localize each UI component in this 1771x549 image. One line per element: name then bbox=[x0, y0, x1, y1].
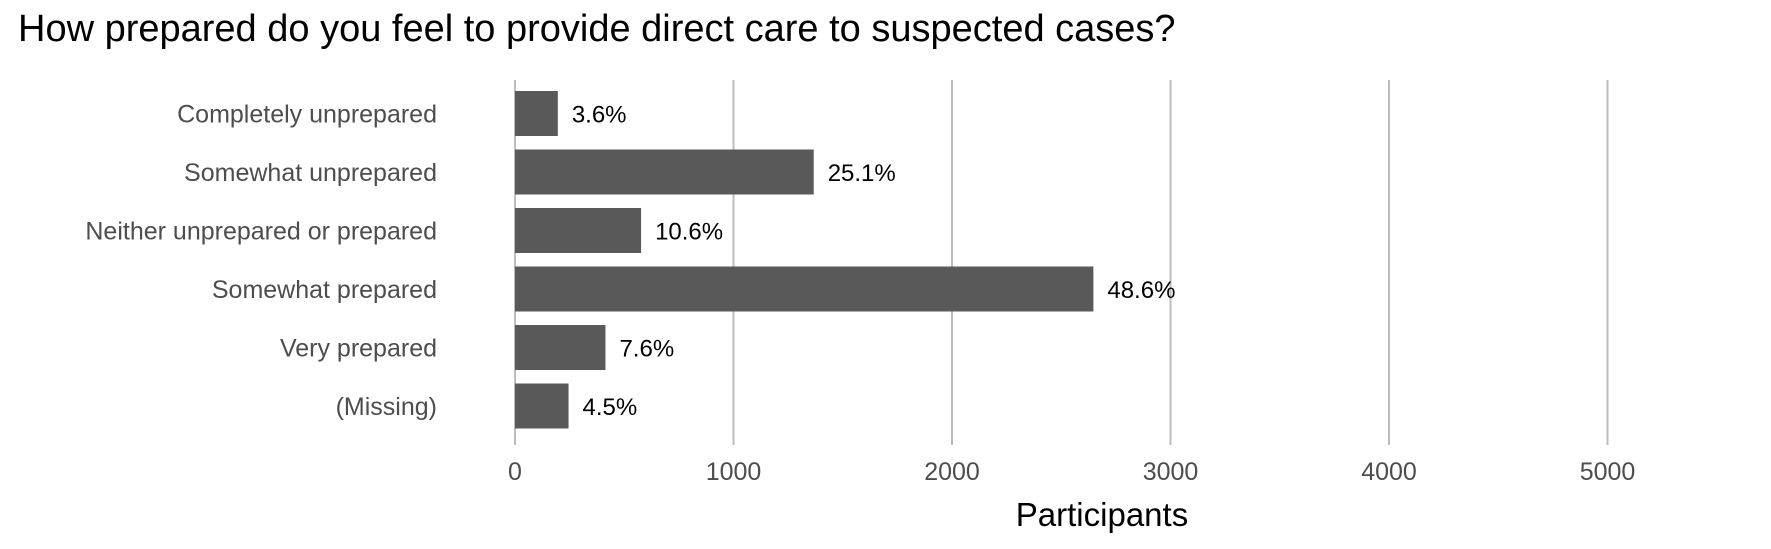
x-tick-label: 4000 bbox=[1361, 458, 1417, 486]
data-labels: 3.6% 25.1% 10.6% 48.6% 7.6% 4.5% bbox=[572, 102, 1176, 422]
data-label: 25.1% bbox=[828, 160, 896, 187]
data-label: 7.6% bbox=[619, 336, 674, 363]
category-label: (Missing) bbox=[336, 393, 437, 421]
category-labels: Completely unprepared Somewhat unprepared… bbox=[85, 101, 437, 422]
x-tick-label: 2000 bbox=[924, 458, 980, 486]
x-tick-label: 1000 bbox=[706, 458, 762, 486]
bar bbox=[515, 91, 558, 136]
bar bbox=[515, 383, 569, 429]
chart-title: How prepared do you feel to provide dire… bbox=[18, 8, 1176, 50]
x-tick-label: 3000 bbox=[1143, 458, 1199, 486]
gridlines bbox=[514, 80, 1609, 445]
data-label: 3.6% bbox=[572, 102, 627, 129]
category-label: Completely unprepared bbox=[177, 101, 437, 129]
x-axis-title: Participants bbox=[1016, 496, 1188, 533]
bar bbox=[515, 325, 606, 370]
bar bbox=[515, 149, 814, 195]
data-label: 4.5% bbox=[583, 394, 638, 421]
bar bbox=[515, 266, 1094, 312]
x-tick-label: 0 bbox=[508, 458, 522, 486]
category-label: Neither unprepared or prepared bbox=[85, 218, 437, 246]
bar bbox=[515, 208, 642, 253]
bars bbox=[515, 91, 1094, 429]
category-label: Somewhat prepared bbox=[212, 276, 437, 304]
x-tick-labels: 0 1000 2000 3000 4000 5000 bbox=[508, 458, 1635, 486]
data-label: 10.6% bbox=[655, 219, 723, 246]
category-label: Somewhat unprepared bbox=[184, 159, 437, 187]
x-tick-label: 5000 bbox=[1580, 458, 1636, 486]
category-label: Very prepared bbox=[280, 335, 437, 363]
data-label: 48.6% bbox=[1107, 277, 1175, 304]
